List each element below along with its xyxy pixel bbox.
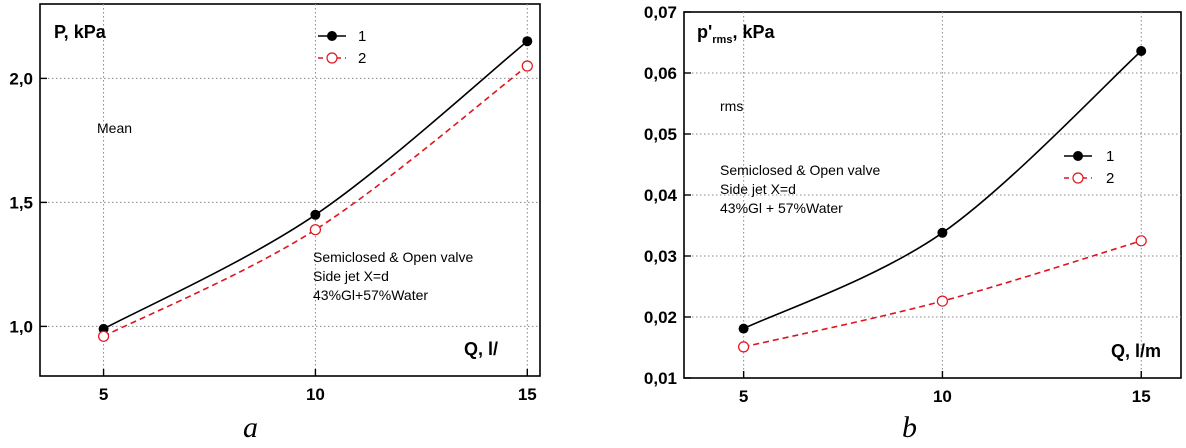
x-tick-label-a: 10 — [306, 385, 325, 404]
chart-panel-b: 5 10 15 0,01 0,02 0,03 0,04 0,05 0,06 0,07 p'rms,… — [644, 3, 1182, 444]
series-2-point-b — [1135, 235, 1147, 247]
series-1-point-a — [522, 36, 533, 47]
legend-a: 1 2 — [318, 28, 366, 67]
annotation-conditions-a-line3: 43%Gl+57%Water — [313, 287, 428, 303]
legend-marker-series-2-b — [1072, 172, 1084, 184]
plot-area-a — [39, 3, 541, 377]
tick-labels-a: 5 10 15 1,0 1,5 2,0 — [9, 69, 536, 404]
gridlines-a — [40, 4, 540, 376]
legend-label-series-1-a: 1 — [358, 28, 366, 45]
series-2-point-b — [737, 341, 750, 353]
chart-panel-a: 5 10 15 1,0 1,5 2,0 P, kPa Q, l/ Mean Semiclo… — [9, 3, 541, 444]
series-group-b — [737, 46, 1147, 353]
legend-b: 1 2 — [1064, 148, 1114, 187]
annotation-conditions-b-line3: 43%Gl + 57%Water — [720, 200, 843, 216]
legend-marker-series-2-a — [326, 52, 338, 64]
series-2-point-a — [521, 60, 533, 72]
series-group-a — [97, 36, 533, 342]
y-axis-label-b-subscript: rms — [712, 34, 732, 46]
tick-labels-b: 5 10 15 0,01 0,02 0,03 0,04 0,05 0,06 0,07 — [644, 3, 1151, 406]
series-1-point-a — [310, 209, 321, 220]
series-1-point-b — [738, 323, 749, 334]
y-tick-label-b: 0,07 — [644, 3, 677, 22]
legend-label-series-2-b: 2 — [1106, 170, 1114, 187]
y-axis-label-a: P, kPa — [54, 22, 107, 42]
y-axis-label-b: p'rms, kPa — [697, 22, 775, 46]
y-tick-label-b: 0,06 — [644, 64, 677, 83]
annotation-conditions-b-line1: Semiclosed & Open valve — [720, 162, 881, 178]
annotation-conditions-a-line2: Side jet X=d — [313, 268, 389, 284]
panel-label-a: a — [243, 411, 258, 444]
legend-label-series-1-b: 1 — [1106, 148, 1114, 165]
y-tick-label-b: 0,03 — [644, 247, 677, 266]
legend-marker-series-1-a — [327, 31, 337, 41]
annotation-conditions-a-line1: Semiclosed & Open valve — [313, 249, 474, 265]
series-1-point-b — [937, 227, 948, 238]
annotation-rms: rms — [720, 98, 743, 114]
series-2-point-a — [97, 330, 110, 342]
legend-label-series-2-a: 2 — [358, 50, 366, 67]
legend-marker-series-1-b — [1073, 151, 1083, 161]
x-tick-label-b: 5 — [739, 387, 748, 406]
annotation-mean: Mean — [97, 120, 132, 136]
x-tick-label-a: 15 — [518, 385, 537, 404]
x-axis-label-b: Q, l/m — [1111, 341, 1161, 361]
series-2-point-a — [309, 224, 321, 236]
y-tick-label-b: 0,05 — [644, 125, 677, 144]
y-tick-label-b: 0,04 — [644, 186, 678, 205]
series-2-point-b — [936, 295, 949, 307]
series-2-line-a — [103, 65, 528, 338]
x-axis-label-a: Q, l/ — [464, 339, 498, 359]
y-tick-label-b: 0,02 — [644, 308, 677, 327]
x-tick-label-b: 10 — [933, 387, 952, 406]
y-tick-label-b: 0,01 — [644, 369, 677, 388]
gridlines-b — [684, 12, 1181, 378]
series-1-point-b — [1136, 46, 1147, 56]
x-tick-label-a: 5 — [99, 385, 108, 404]
y-tick-label-a: 2,0 — [9, 69, 33, 88]
y-tick-label-a: 1,0 — [9, 317, 33, 336]
x-tick-label-b: 15 — [1132, 387, 1151, 406]
annotation-conditions-b-line2: Side jet X=d — [720, 181, 796, 197]
y-tick-label-a: 1,5 — [9, 193, 33, 212]
panel-label-b: b — [902, 411, 917, 444]
